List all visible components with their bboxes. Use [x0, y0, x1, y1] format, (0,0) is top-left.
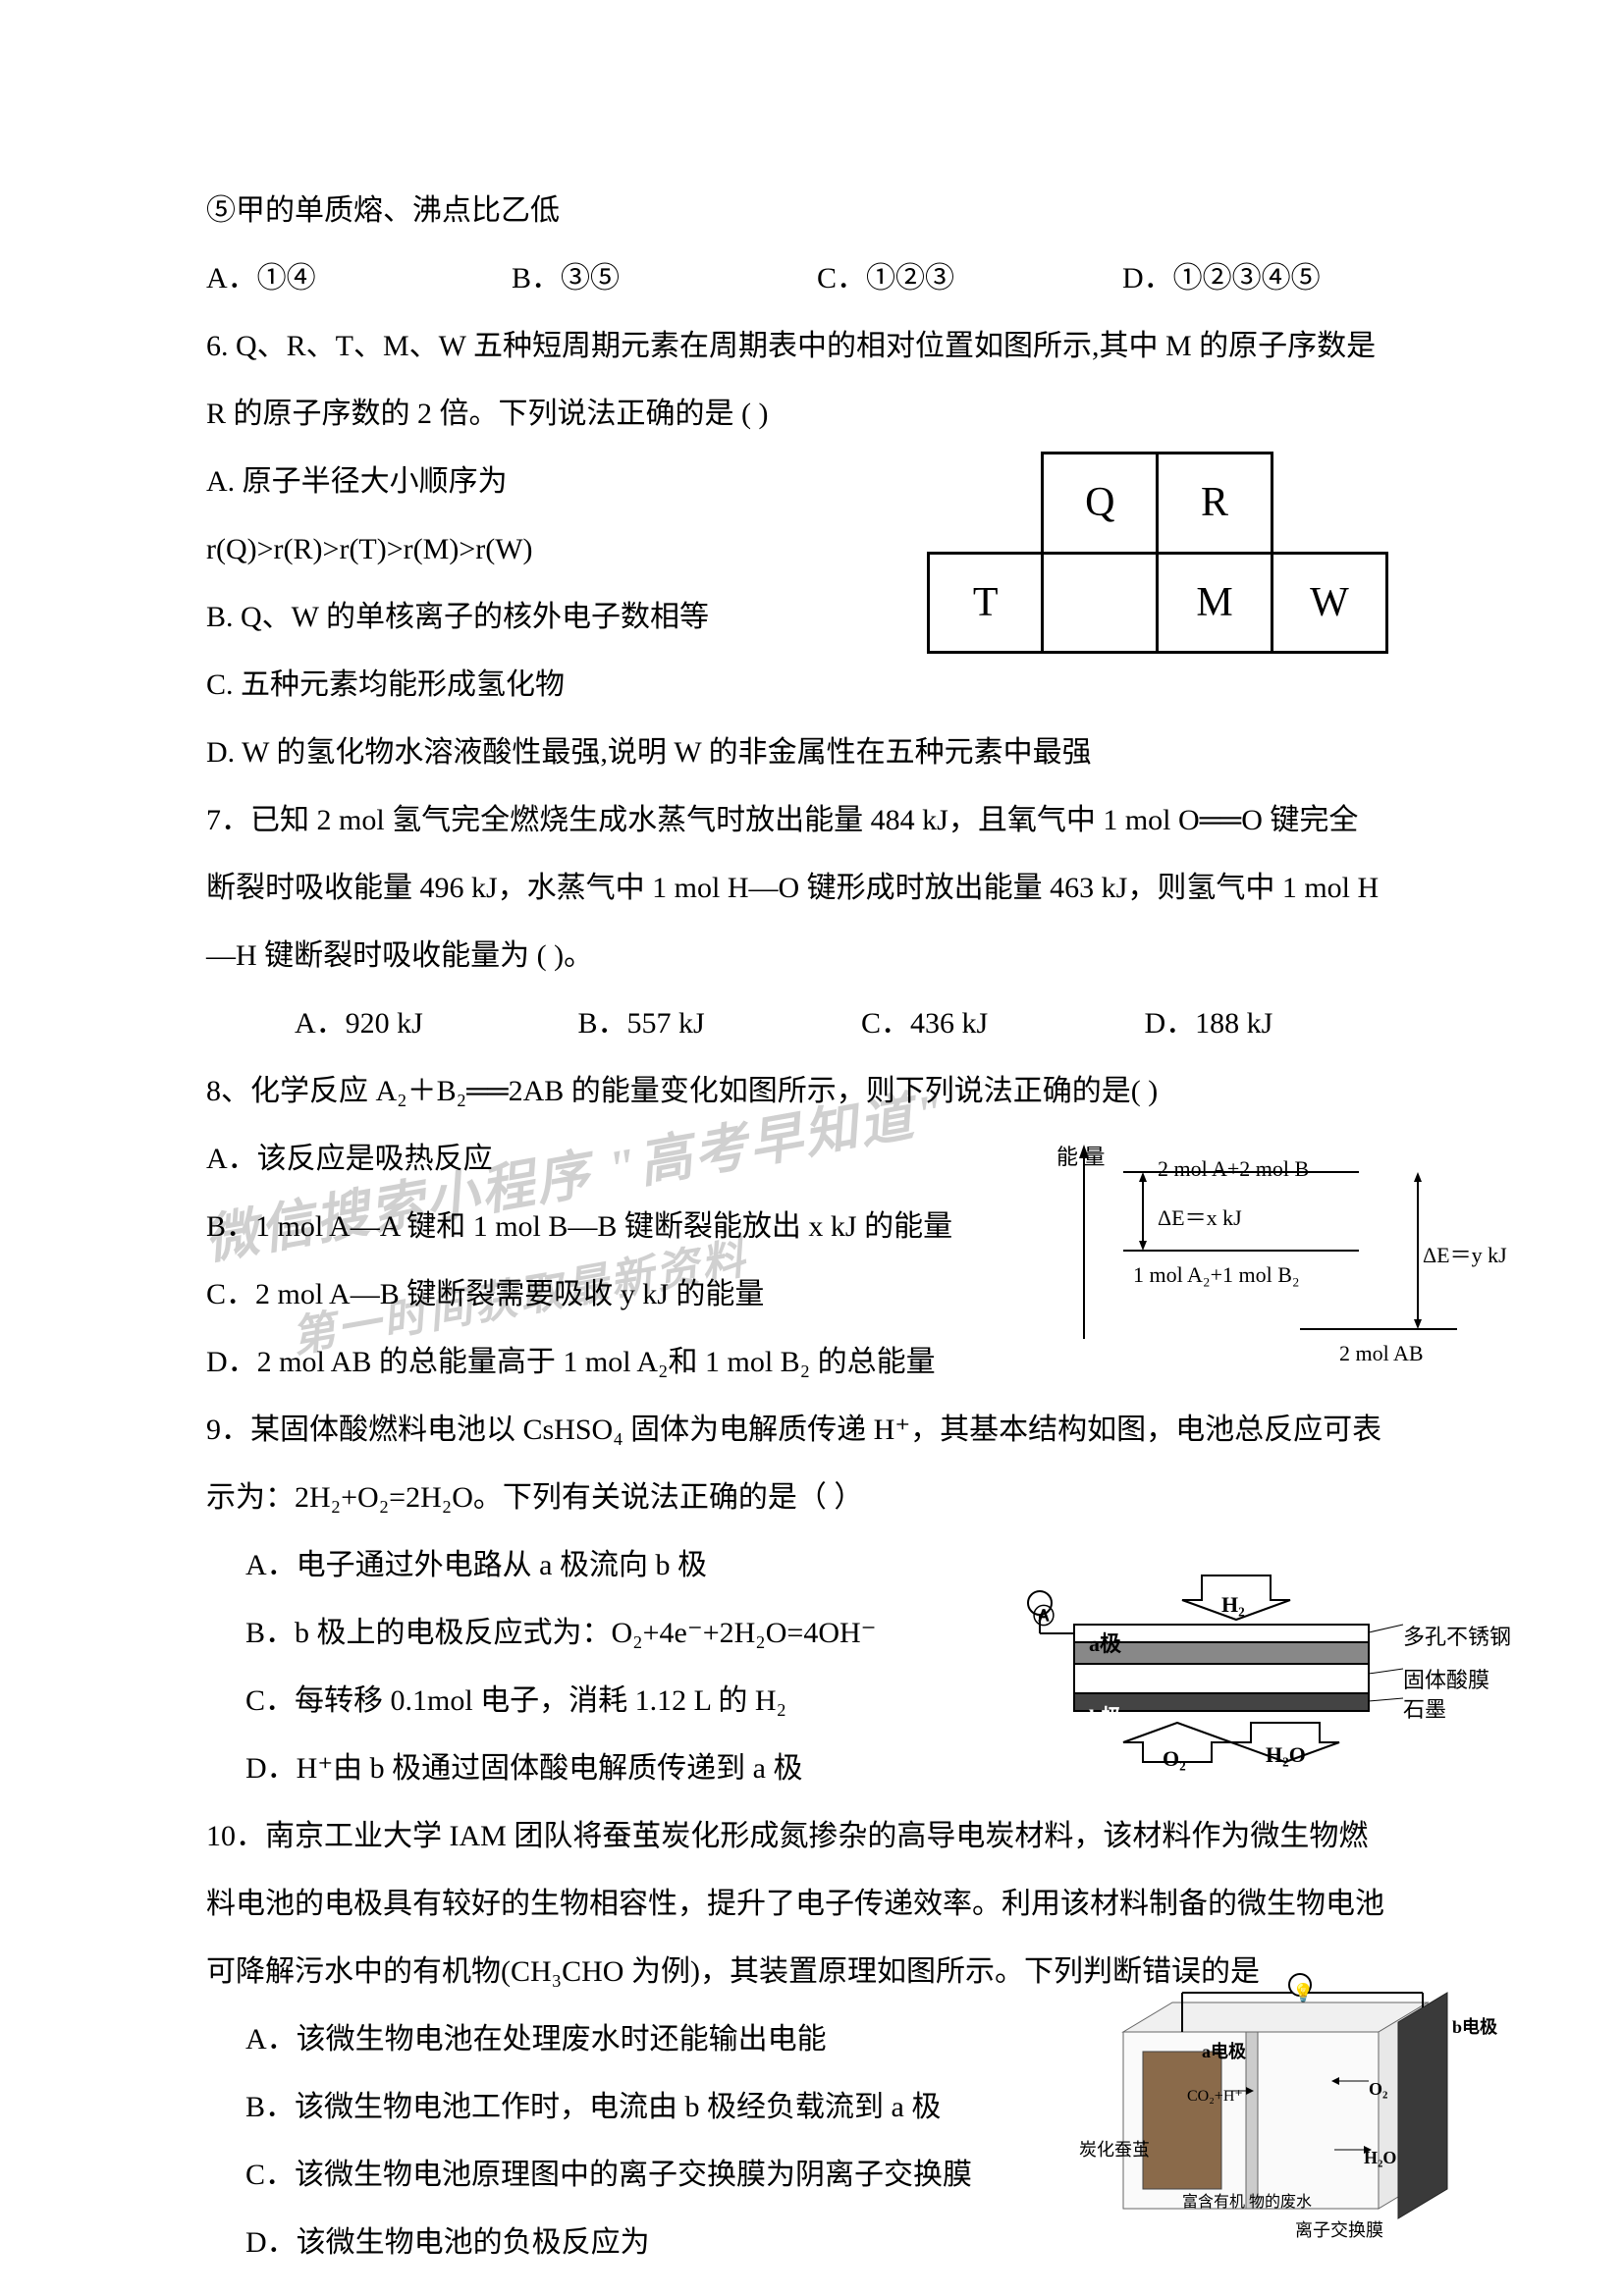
exam-page: 微信搜索小程序 "高考早知道" 第一时间获取最新资料 ⑤甲的单质熔、沸点比乙低 … [0, 0, 1624, 2296]
q5-opt-b: B．③⑤ [512, 244, 817, 312]
q7-opt-a: A．920 kJ [295, 989, 578, 1057]
micro-iex-label: 离子交换膜 [1295, 2211, 1383, 2251]
q5-opt-a: A．①④ [206, 244, 512, 312]
cell-graphite-label: 石墨 [1403, 1685, 1446, 1735]
q5-opt-d: D．①②③④⑤ [1122, 244, 1428, 312]
energy-bot: 2 mol AB [1339, 1329, 1424, 1379]
q7-line-2: 断裂时吸收能量 496 kJ，水蒸气中 1 mol H—O 键形成时放出能量 4… [206, 854, 1428, 922]
ptable-cell-r: R [1158, 454, 1272, 554]
energy-diagram: 能 量 2 mol A+2 mol B ΔE＝x kJ 1 mol A₂+1 m… [1064, 1133, 1477, 1359]
q5-options: A．①④ B．③⑤ C．①②③ D．①②③④⑤ [206, 244, 1428, 312]
energy-top: 2 mol A+2 mol B [1158, 1145, 1309, 1195]
q10-line-2: 料电池的电极具有较好的生物相容性，提升了电子传递效率。利用该材料制备的微生物电池 [206, 1870, 1428, 1938]
cell-b-label: b极 [1089, 1693, 1122, 1743]
micro-co2-label: CO₂+H⁺ [1187, 2079, 1243, 2115]
cell-h2-label: H₂ [1221, 1580, 1245, 1630]
q7-opt-b: B．557 kJ [578, 989, 862, 1057]
cell-o2-label: O₂ [1163, 1735, 1186, 1785]
q7-opt-c: C．436 kJ [861, 989, 1145, 1057]
q6-stem-2: R 的原子序数的 2 倍。下列说法正确的是 ( ) [206, 380, 1428, 448]
ptable-cell-w: W [1272, 553, 1386, 653]
ptable-cell-t: T [929, 553, 1043, 653]
ptable-cell-q: Q [1043, 454, 1158, 554]
q6-opt-c: C. 五种元素均能形成氢化物 [206, 651, 1428, 719]
q7-line-3: —H 键断裂时吸收能量为 ( )。 [206, 922, 1428, 989]
cell-a-label: a极 [1089, 1620, 1121, 1670]
fuel-cell-figure: H₂ a极 多孔不锈钢 固体酸膜 石墨 b极 O₂ H₂O Ⓐ [1015, 1566, 1496, 1782]
micro-b-label: b电极 [1452, 2007, 1497, 2048]
q5-opt-c: C．①②③ [817, 244, 1122, 312]
energy-dEy: ΔE＝y kJ [1423, 1231, 1507, 1281]
periodic-table-figure: Q R T M W [927, 452, 1388, 638]
cell-steel-label: 多孔不锈钢 [1403, 1613, 1511, 1663]
ptable-empty-1 [929, 454, 1043, 554]
ptable-empty-3 [1043, 553, 1158, 653]
micro-cocoon-label: 炭化蚕茧 [1079, 2130, 1099, 2170]
energy-ylabel: 能 量 [1056, 1133, 1078, 1183]
energy-mid: 1 mol A₂+1 mol B₂ [1133, 1251, 1300, 1301]
cell-h2o-label: H₂O [1266, 1731, 1306, 1781]
q9-line-2: 示为：2H₂+O₂=2H₂O。下列有关说法正确的是（ ） [206, 1464, 1428, 1531]
q9-line-1: 9．某固体酸燃料电池以 CsHSO₄ 固体为电解质传递 H⁺，其基本结构如图，电… [206, 1396, 1428, 1464]
q7-opt-d: D．188 kJ [1145, 989, 1429, 1057]
periodic-table-grid: Q R T M W [927, 452, 1388, 654]
q6-opt-d: D. W 的氢化物水溶液酸性最强,说明 W 的非金属性在五种元素中最强 [206, 719, 1428, 786]
q10-line-1: 10．南京工业大学 IAM 团队将蚕茧炭化形成氮掺杂的高导电炭材料，该材料作为微… [206, 1802, 1428, 1870]
q7-line-1: 7．已知 2 mol 氢气完全燃烧生成水蒸气时放出能量 484 kJ，且氧气中 … [206, 786, 1428, 854]
ptable-cell-m: M [1158, 553, 1272, 653]
bulb-icon: 💡 [1292, 1973, 1314, 2013]
ammeter-icon: Ⓐ [1033, 1592, 1055, 1642]
q7-options: A．920 kJ B．557 kJ C．436 kJ D．188 kJ [206, 989, 1428, 1057]
micro-waste-label: 富含有机 物的废水 [1182, 2194, 1312, 2212]
q6-stem-1: 6. Q、R、T、M、W 五种短周期元素在周期表中的相对位置如图所示,其中 M … [206, 312, 1428, 380]
micro-a-label: a电极 [1202, 2032, 1246, 2072]
ptable-empty-2 [1272, 454, 1386, 554]
micro-h2o-label: H₂O [1364, 2138, 1396, 2178]
energy-dEx: ΔE＝x kJ [1158, 1194, 1242, 1244]
micro-o2-label: O₂ [1369, 2069, 1387, 2109]
q5-statement-5: ⑤甲的单质熔、沸点比乙低 [206, 177, 1428, 244]
microbe-battery-figure: a电极 b电极 CO₂+H⁺ O₂ H₂O 炭化蚕茧 富含有机 物的废水 离子交… [1074, 1963, 1496, 2238]
q8-stem: 8、化学反应 A₂＋B₂══2AB 的能量变化如图所示，则下列说法正确的是( ) [206, 1057, 1428, 1125]
